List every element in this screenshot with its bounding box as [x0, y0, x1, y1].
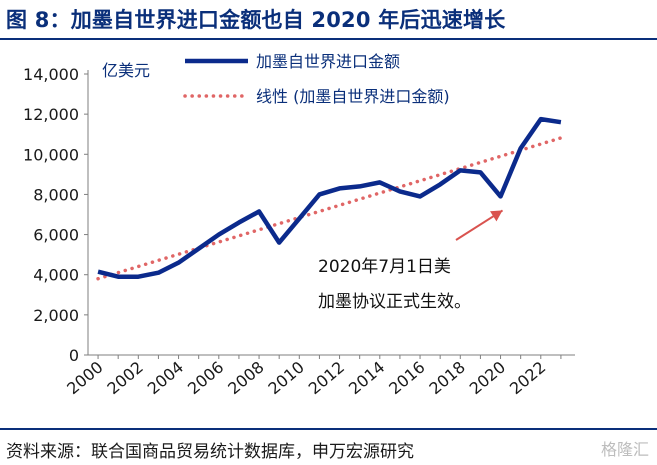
x-tick-label: 2014	[345, 358, 388, 399]
x-tick-label: 2008	[224, 358, 267, 399]
chart-title: 图 8：加墨自世界进口金额也自 2020 年后迅速增长	[6, 8, 506, 32]
y-tick-label: 12,000	[23, 105, 79, 124]
y-tick-label: 2,000	[33, 306, 79, 325]
x-tick-label: 2018	[425, 358, 468, 399]
y-tick-label: 6,000	[33, 226, 79, 245]
axes	[87, 70, 575, 356]
x-tick-label: 2020	[466, 358, 509, 399]
x-tick-label: 2016	[385, 358, 428, 399]
x-tick-label: 2002	[103, 358, 146, 399]
y-tick-label: 4,000	[33, 266, 79, 285]
y-tick-label: 10,000	[23, 145, 79, 164]
series-lines	[96, 116, 563, 281]
x-tick-label: 2010	[264, 358, 307, 399]
y-tick-label: 0	[69, 346, 79, 365]
import-value-line	[97, 116, 562, 279]
unit-label: 亿美元	[102, 61, 150, 80]
trend-line	[96, 136, 563, 281]
legend-label-import: 加墨自世界进口金额	[256, 52, 400, 71]
source-note: 资料来源：联合国商品贸易统计数据库，申万宏源研究	[6, 442, 414, 462]
annotation-text: 2020年7月1日美	[318, 257, 451, 277]
annotation-arrowhead	[490, 210, 503, 222]
title-divider	[0, 38, 657, 40]
x-tick-label: 2022	[506, 358, 549, 399]
footer-divider	[0, 428, 657, 430]
legend-label-trend: 线性 (加墨自世界进口金额)	[256, 87, 450, 106]
y-tick-label: 8,000	[33, 185, 79, 204]
annotation-text: 加墨协议正式生效。	[318, 292, 471, 312]
x-tick-label: 2006	[184, 358, 227, 399]
x-tick-label: 2004	[144, 358, 187, 399]
y-tick-label: 14,000	[23, 65, 79, 84]
x-tick-label: 2012	[305, 358, 348, 399]
watermark: 格隆汇	[600, 440, 649, 459]
title-bar: 图 8：加墨自世界进口金额也自 2020 年后迅速增长	[0, 0, 657, 40]
